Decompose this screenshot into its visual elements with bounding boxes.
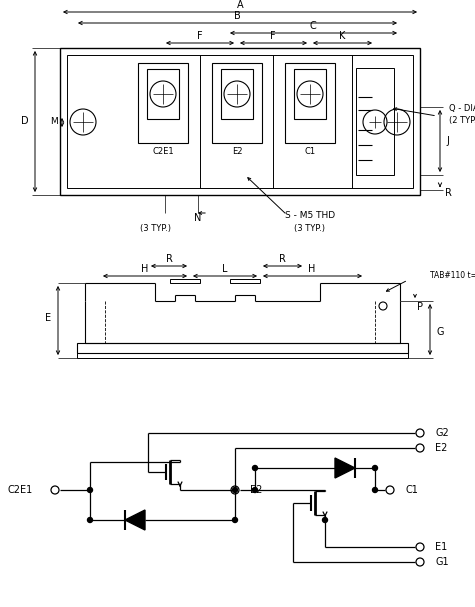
Text: N: N [194,213,202,223]
Circle shape [372,487,378,492]
Text: B: B [234,11,240,21]
Bar [67,55,413,188]
Bar [221,69,253,119]
Circle shape [323,518,327,523]
Text: C1: C1 [405,485,418,495]
Text: C2E1: C2E1 [152,146,174,155]
Text: F: F [270,31,276,41]
Circle shape [232,518,238,523]
Text: R: R [278,254,285,264]
Bar [356,68,394,175]
Bar [212,63,262,143]
Bar [230,279,260,283]
Bar [77,343,408,353]
Text: Q - DIA.: Q - DIA. [449,104,475,114]
Bar [147,69,179,119]
Text: E2: E2 [232,146,242,155]
Text: TAB#110 t=0.5: TAB#110 t=0.5 [430,271,475,280]
Text: A: A [237,0,243,10]
Text: E2: E2 [435,443,447,453]
Text: E: E [45,313,51,323]
Text: J: J [446,136,449,146]
Text: E2: E2 [250,485,262,495]
Bar [294,69,326,119]
Text: C2E1: C2E1 [8,485,33,495]
Text: S - M5 THD: S - M5 THD [285,211,335,220]
Text: D: D [21,116,29,126]
Text: L: L [222,264,228,274]
Text: (2 TYP.): (2 TYP.) [449,115,475,124]
Circle shape [253,466,257,470]
Text: R: R [445,188,451,198]
Polygon shape [335,458,355,478]
Polygon shape [125,510,145,530]
Bar [138,63,188,143]
Bar [77,353,408,358]
Circle shape [232,487,238,492]
Bar [60,48,420,195]
Text: G2: G2 [435,428,449,438]
Text: H: H [142,264,149,274]
Circle shape [87,487,93,492]
Circle shape [253,487,257,492]
Text: (3 TYP.): (3 TYP.) [140,223,171,232]
Text: G: G [436,327,444,337]
Text: C: C [310,21,316,31]
Text: F: F [197,31,203,41]
Bar [170,279,200,283]
Text: M: M [50,118,58,126]
Text: E1: E1 [435,542,447,552]
Circle shape [87,518,93,523]
Text: C1: C1 [304,146,315,155]
Text: G1: G1 [435,557,448,567]
Text: K: K [339,31,345,41]
Text: R: R [166,254,172,264]
Text: H: H [308,264,316,274]
Bar [285,63,335,143]
Circle shape [372,466,378,470]
Text: (3 TYP.): (3 TYP.) [294,223,325,232]
Text: P: P [417,302,423,312]
